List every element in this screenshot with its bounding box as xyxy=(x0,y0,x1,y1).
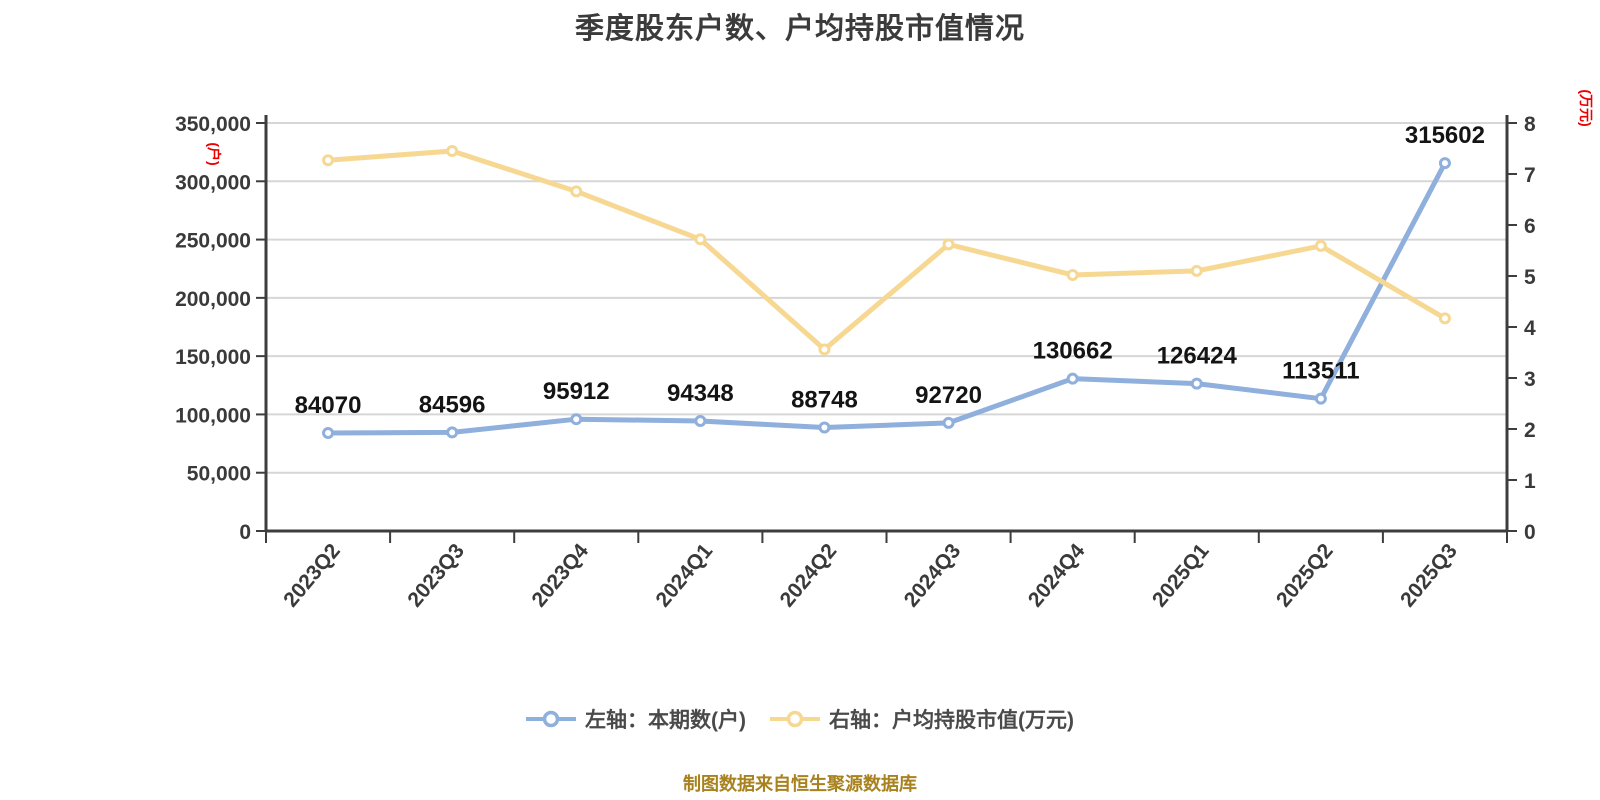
left-axis-tick-label: 300,000 xyxy=(175,171,251,194)
left-axis-unit-label: (户) xyxy=(206,142,222,166)
avg-holding-value-line xyxy=(325,148,1448,352)
data-point-label: 95912 xyxy=(543,378,610,405)
shareholder-count-data-point-marker xyxy=(570,413,583,426)
data-source-note: 制图数据来自恒生聚源数据库 xyxy=(683,774,917,794)
x-axis-tick-label: 2023Q3 xyxy=(403,539,469,611)
legend-item-label: 左轴：本期数(户) xyxy=(585,709,746,732)
x-axis-tick-label: 2024Q4 xyxy=(1024,539,1090,611)
right-axis-tick-label: 5 xyxy=(1524,266,1536,289)
x-axis-tick-label: 2025Q3 xyxy=(1396,539,1462,611)
shareholder-count-data-point-marker xyxy=(322,426,335,439)
right-axis-unit-label: (万元) xyxy=(1578,89,1594,127)
chart-title: 季度股东户数、户均持股市值情况 xyxy=(574,13,1025,45)
right-axis-tick-label: 3 xyxy=(1524,368,1536,391)
right-axis-tick-label: 0 xyxy=(1524,521,1536,544)
avg-holding-value-data-point-marker xyxy=(694,233,707,246)
left-axis-tick-label: 0 xyxy=(239,521,251,544)
legend-item-left-axis-series[interactable]: 左轴：本期数(户) xyxy=(526,704,746,734)
data-point-label: 94348 xyxy=(667,380,734,407)
legend-line-marker-icon xyxy=(526,710,576,728)
data-point-label: 113511 xyxy=(1282,358,1359,385)
right-axis-tick-label: 2 xyxy=(1524,419,1536,442)
x-axis-tick-label: 2023Q4 xyxy=(527,539,593,611)
data-point-label: 84596 xyxy=(419,391,486,418)
avg-holding-value-data-point-marker xyxy=(1066,268,1079,281)
left-axis-tick-label: 350,000 xyxy=(175,113,251,136)
avg-holding-value-data-point-marker xyxy=(446,145,459,158)
right-axis-tick-label: 7 xyxy=(1524,164,1536,187)
legend-item-right-axis-series[interactable]: 右轴：户均持股市值(万元) xyxy=(770,704,1074,734)
plot-area: 0 50,000 100,000 150,000 200,000 250,000 300,0… xyxy=(175,113,1536,611)
shareholder-count-data-point-marker xyxy=(1190,377,1203,390)
right-axis-tick-label: 1 xyxy=(1524,470,1536,493)
legend: 左轴：本期数(户) 右轴：户均持股市值(万元) xyxy=(0,704,1600,734)
data-point-label: 315602 xyxy=(1405,122,1485,149)
left-axis-tick-label: 150,000 xyxy=(175,346,251,369)
avg-holding-value-data-point-marker xyxy=(1314,239,1327,252)
shareholder-count-data-point-marker xyxy=(818,421,831,434)
shareholder-count-data-point-marker xyxy=(942,416,955,429)
left-axis-tick-label: 200,000 xyxy=(175,288,251,311)
shareholder-count-data-point-marker xyxy=(1314,392,1327,405)
right-axis-tick-label: 8 xyxy=(1524,113,1536,136)
legend-item-label: 右轴：户均持股市值(万元) xyxy=(829,709,1074,732)
avg-holding-value-data-point-marker xyxy=(1438,312,1451,325)
avg-holding-value-data-point-marker xyxy=(570,185,583,198)
data-point-label: 126424 xyxy=(1157,343,1238,370)
data-point-label: 130662 xyxy=(1033,338,1113,365)
data-point-label: 88748 xyxy=(791,387,858,414)
legend-line-marker-icon xyxy=(770,710,820,728)
x-axis-tick-label: 2024Q1 xyxy=(652,539,718,611)
left-axis-tick-label: 50,000 xyxy=(187,463,251,486)
shareholder-count-data-point-marker xyxy=(1066,372,1079,385)
left-axis-tick-label: 250,000 xyxy=(175,230,251,253)
shareholder-count-line xyxy=(325,160,1448,436)
right-axis-tick-label: 4 xyxy=(1524,317,1536,340)
data-point-label: 84070 xyxy=(295,392,362,419)
x-axis-tick-label: 2023Q2 xyxy=(279,539,345,611)
x-axis-tick-label: 2024Q3 xyxy=(900,539,966,611)
shareholder-count-data-point-marker xyxy=(1438,157,1451,170)
left-axis-tick-label: 100,000 xyxy=(175,404,251,427)
shareholder-count-data-point-marker xyxy=(694,415,707,428)
x-axis-tick-label: 2024Q2 xyxy=(776,539,842,611)
data-point-label: 92720 xyxy=(915,382,982,409)
avg-holding-value-data-point-marker xyxy=(942,238,955,251)
right-axis-tick-label: 6 xyxy=(1524,215,1536,238)
avg-holding-value-data-point-marker xyxy=(1190,264,1203,277)
x-axis-tick-label: 2025Q2 xyxy=(1272,539,1338,611)
avg-holding-value-data-point-marker xyxy=(322,154,335,167)
x-axis-tick-label: 2025Q1 xyxy=(1148,539,1214,611)
shareholder-count-data-point-marker xyxy=(446,426,459,439)
avg-holding-value-data-point-marker xyxy=(818,343,831,356)
